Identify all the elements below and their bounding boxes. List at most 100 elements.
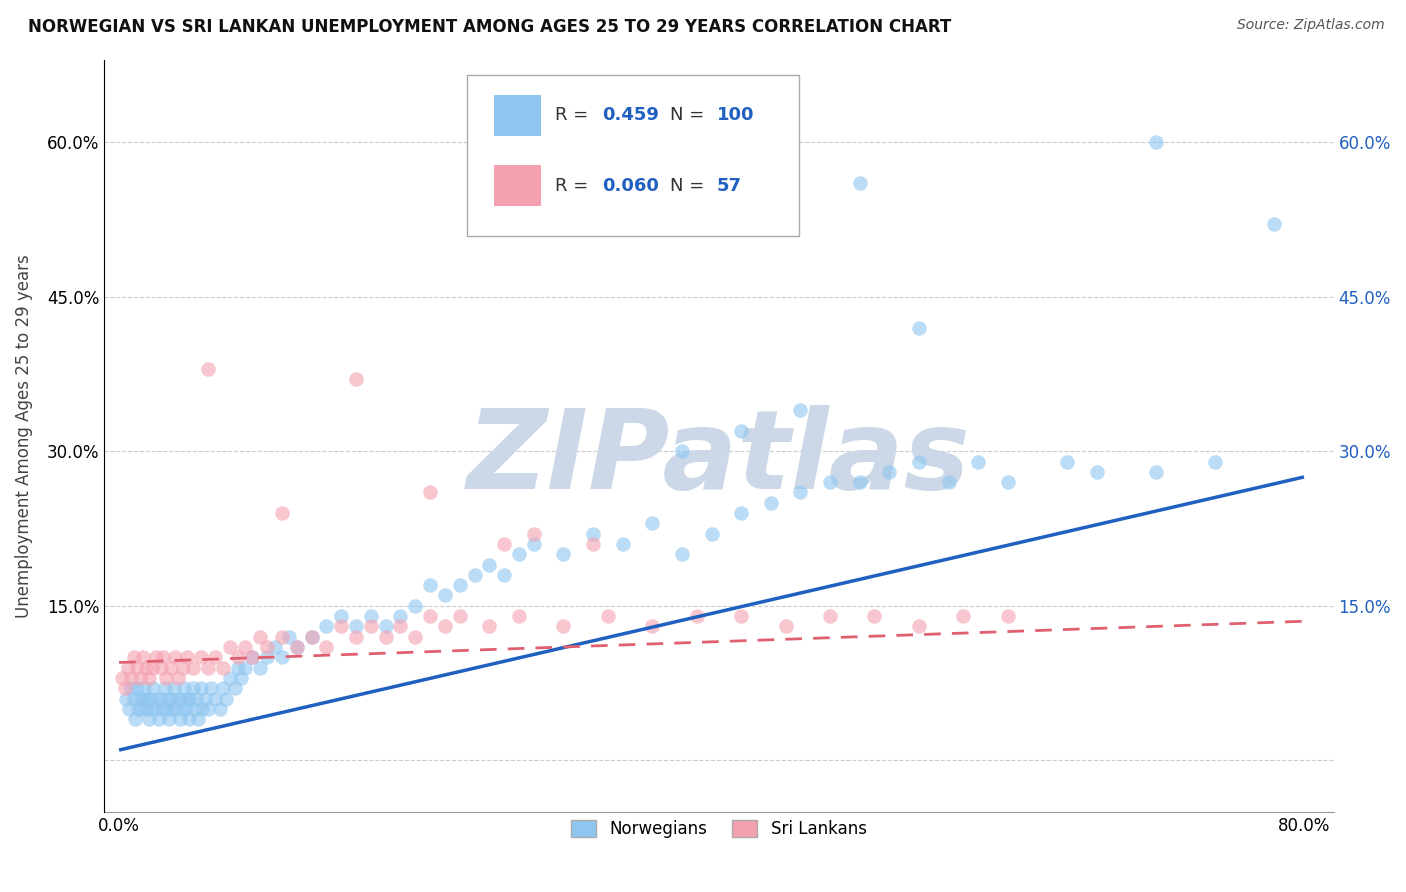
Point	[997, 475, 1019, 489]
Point	[553, 619, 575, 633]
Point	[125, 660, 148, 674]
Point	[157, 712, 180, 726]
Point	[160, 691, 183, 706]
Point	[730, 506, 752, 520]
Point	[877, 465, 900, 479]
Point	[177, 712, 200, 726]
Point	[152, 650, 174, 665]
Point	[145, 650, 167, 665]
Text: ZIPatlas: ZIPatlas	[467, 405, 970, 512]
Point	[1263, 218, 1285, 232]
FancyBboxPatch shape	[494, 95, 541, 136]
FancyBboxPatch shape	[467, 75, 799, 236]
Point	[127, 702, 149, 716]
Point	[142, 681, 165, 696]
Point	[848, 475, 870, 489]
Point	[863, 609, 886, 624]
Point	[818, 475, 841, 489]
Point	[233, 660, 256, 674]
Point	[1056, 454, 1078, 468]
Point	[344, 619, 367, 633]
Point	[191, 702, 214, 716]
Point	[494, 567, 516, 582]
Point	[153, 681, 176, 696]
Point	[240, 650, 263, 665]
Point	[523, 526, 546, 541]
Point	[374, 630, 396, 644]
Point	[215, 691, 238, 706]
Point	[117, 660, 139, 674]
Point	[278, 630, 301, 644]
Point	[700, 526, 723, 541]
Point	[152, 702, 174, 716]
Point	[174, 702, 197, 716]
Point	[938, 475, 960, 489]
Point	[730, 424, 752, 438]
Point	[508, 547, 530, 561]
Point	[148, 712, 170, 726]
Point	[167, 671, 190, 685]
Point	[224, 681, 246, 696]
Point	[122, 691, 145, 706]
Point	[908, 320, 931, 334]
Point	[389, 609, 412, 624]
Point	[176, 650, 198, 665]
Point	[508, 609, 530, 624]
Point	[301, 630, 323, 644]
Point	[256, 640, 278, 654]
Point	[1144, 135, 1167, 149]
Point	[115, 691, 138, 706]
Point	[160, 660, 183, 674]
Point	[419, 485, 441, 500]
Point	[908, 454, 931, 468]
Point	[686, 609, 709, 624]
Point	[156, 691, 179, 706]
Point	[478, 558, 501, 572]
Point	[139, 691, 162, 706]
Point	[128, 691, 150, 706]
Point	[204, 650, 226, 665]
Point	[759, 496, 782, 510]
Point	[219, 640, 242, 654]
Point	[596, 609, 619, 624]
Point	[374, 619, 396, 633]
Point	[730, 609, 752, 624]
Text: NORWEGIAN VS SRI LANKAN UNEMPLOYMENT AMONG AGES 25 TO 29 YEARS CORRELATION CHART: NORWEGIAN VS SRI LANKAN UNEMPLOYMENT AMO…	[28, 18, 952, 36]
Point	[172, 702, 194, 716]
Legend: Norwegians, Sri Lankans: Norwegians, Sri Lankans	[564, 814, 873, 845]
Point	[163, 681, 186, 696]
Point	[197, 361, 219, 376]
Point	[176, 691, 198, 706]
Point	[1144, 465, 1167, 479]
Point	[389, 619, 412, 633]
Point	[219, 671, 242, 685]
Point	[344, 630, 367, 644]
Point	[967, 454, 990, 468]
Point	[138, 712, 160, 726]
Point	[226, 660, 249, 674]
Point	[128, 671, 150, 685]
Text: 0.060: 0.060	[602, 177, 659, 195]
Point	[167, 691, 190, 706]
Point	[169, 712, 191, 726]
Point	[181, 681, 204, 696]
Point	[641, 619, 664, 633]
Point	[433, 619, 456, 633]
Point	[478, 619, 501, 633]
Point	[162, 702, 184, 716]
Point	[419, 609, 441, 624]
Point	[135, 660, 157, 674]
Point	[165, 702, 187, 716]
Point	[848, 176, 870, 190]
Point	[229, 671, 252, 685]
Point	[240, 650, 263, 665]
FancyBboxPatch shape	[494, 165, 541, 206]
Point	[256, 650, 278, 665]
Point	[187, 712, 209, 726]
Point	[149, 660, 172, 674]
Point	[111, 671, 134, 685]
Point	[170, 691, 193, 706]
Text: R =: R =	[555, 177, 595, 195]
Point	[211, 660, 233, 674]
Point	[132, 650, 155, 665]
